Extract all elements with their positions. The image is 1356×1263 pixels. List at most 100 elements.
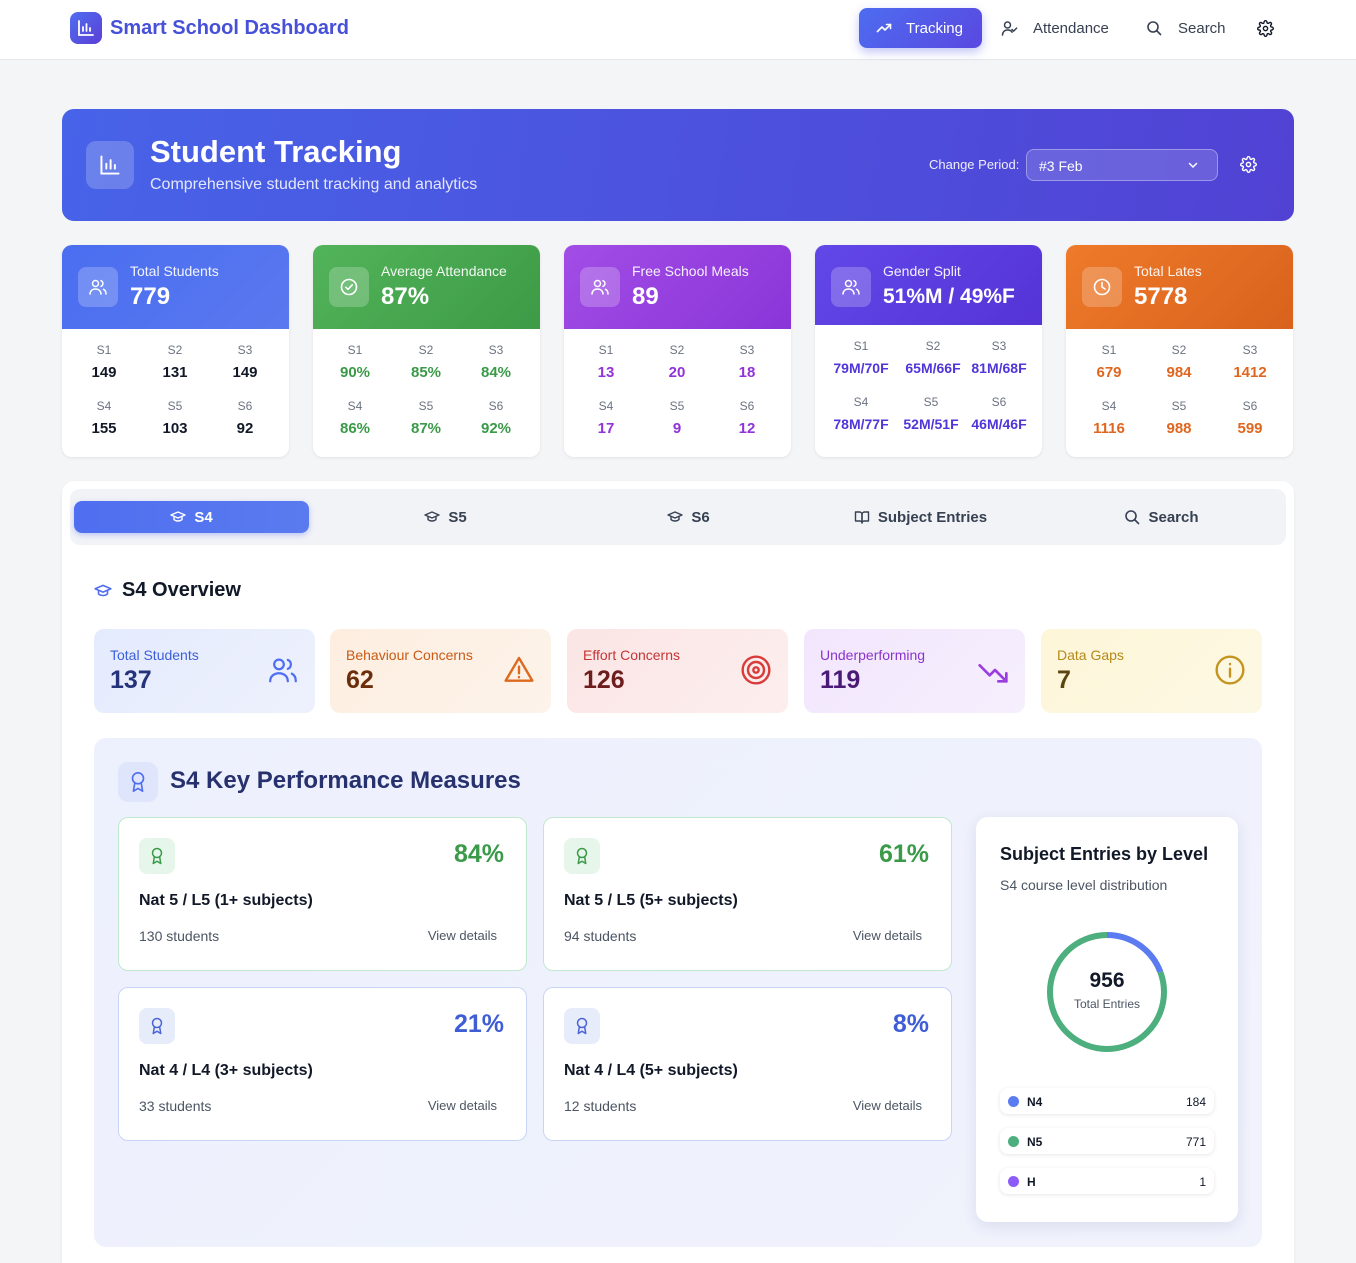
overview-card-value: 62 xyxy=(346,666,374,694)
view-details-link[interactable]: View details xyxy=(852,928,922,943)
tab-search-label: Search xyxy=(1148,508,1199,526)
brand-name: Smart School Dashboard xyxy=(110,16,349,39)
overview-card-total-students[interactable]: Total Students 137 xyxy=(94,629,315,713)
measure-card-nat5-1plus[interactable]: 84% Nat 5 / L5 (1+ subjects) 130 student… xyxy=(118,817,527,971)
nav-attendance[interactable]: Attendance xyxy=(1001,8,1116,48)
year-cell-s1: S1 679 xyxy=(1096,343,1122,381)
tab-s4-label: S4 xyxy=(194,508,213,526)
measure-percentage: 21% xyxy=(453,1010,504,1038)
view-details-link[interactable]: View details xyxy=(852,1098,922,1113)
measure-card-nat4-3plus[interactable]: 21% Nat 4 / L4 (3+ subjects) 33 students… xyxy=(118,987,527,1141)
year-cell-s4: S4 86% xyxy=(339,399,371,437)
search-icon xyxy=(1124,509,1140,525)
bar-chart-icon xyxy=(70,12,102,44)
stat-card-free-school-meals[interactable]: Free School Meals 89 S1 13 S2 20 S3 18 S4 17… xyxy=(564,245,791,457)
measure-student-count: 33 students xyxy=(139,1098,212,1114)
measure-card-nat4-5plus[interactable]: 8% Nat 4 / L4 (5+ subjects) 12 students … xyxy=(543,987,952,1141)
donut-total-value: 956 xyxy=(1089,969,1125,992)
year-cell-s3: S3 18 xyxy=(738,343,756,381)
entries-subtitle: S4 course level distribution xyxy=(1000,877,1168,893)
period-value: #3 Feb xyxy=(1039,158,1083,174)
tab-s5[interactable]: S5 xyxy=(328,501,563,533)
target-icon xyxy=(740,654,772,686)
measure-title: Nat 4 / L4 (3+ subjects) xyxy=(139,1062,313,1079)
stat-value: 89 xyxy=(632,283,659,310)
overview-title-text: S4 Overview xyxy=(122,579,241,601)
overview-title: S4 Overview xyxy=(94,579,241,602)
graduation-cap-icon xyxy=(94,582,112,600)
legend-label: H xyxy=(1027,1175,1036,1189)
settings-button[interactable] xyxy=(1257,8,1275,48)
view-details-link[interactable]: View details xyxy=(427,928,497,943)
stat-value: 5778 xyxy=(1134,283,1188,310)
tab-search[interactable]: Search xyxy=(1044,501,1279,533)
overview-card-value: 137 xyxy=(110,666,152,694)
tab-s4[interactable]: S4 xyxy=(74,501,309,533)
book-open-icon xyxy=(854,509,870,525)
legend-item-h[interactable]: H 1 xyxy=(1000,1168,1214,1194)
year-cell-s6: S6 12 xyxy=(738,399,756,437)
year-cell-s6: S6 92 xyxy=(236,399,254,437)
stat-card-average-attendance[interactable]: Average Attendance 87% S1 90% S2 85% S3 84%… xyxy=(313,245,540,457)
stat-label: Total Lates xyxy=(1134,263,1202,279)
award-icon xyxy=(564,838,600,874)
overview-card-label: Total Students xyxy=(110,647,199,663)
year-cell-s4: S4 78M/77F xyxy=(833,395,889,432)
period-select[interactable]: #3 Feb xyxy=(1026,149,1218,181)
tab-s6[interactable]: S6 xyxy=(571,501,806,533)
measure-student-count: 94 students xyxy=(564,928,637,944)
donut-total-label: Total Entries xyxy=(1073,997,1141,1011)
gear-icon xyxy=(1240,156,1257,173)
trend-up-icon xyxy=(876,20,892,36)
tab-s5-label: S5 xyxy=(448,508,467,526)
clock-icon xyxy=(1082,267,1122,307)
year-tabs: S4 S5 S6 Subject Entries Search xyxy=(70,489,1286,545)
nav-search[interactable]: Search xyxy=(1146,8,1231,48)
overview-card-value: 126 xyxy=(583,666,625,694)
user-check-icon xyxy=(1001,20,1018,37)
warning-triangle-icon xyxy=(503,654,535,686)
key-performance-title: S4 Key Performance Measures xyxy=(170,767,521,794)
nav-tracking[interactable]: Tracking xyxy=(859,8,982,48)
measure-percentage: 8% xyxy=(892,1010,929,1038)
view-details-link[interactable]: View details xyxy=(427,1098,497,1113)
legend-item-n4[interactable]: N4 184 xyxy=(1000,1088,1214,1114)
tab-subject-entries[interactable]: Subject Entries xyxy=(803,501,1038,533)
overview-card-effort-concerns[interactable]: Effort Concerns 126 xyxy=(567,629,788,713)
search-icon xyxy=(1146,20,1162,36)
bar-chart-icon xyxy=(86,141,134,189)
hero-banner: Student Tracking Comprehensive student t… xyxy=(62,109,1294,221)
entries-donut-chart xyxy=(1047,932,1167,1052)
legend-label: N5 xyxy=(1027,1135,1043,1149)
legend-item-n5[interactable]: N5 771 xyxy=(1000,1128,1214,1154)
check-circle-icon xyxy=(329,267,369,307)
award-icon xyxy=(139,1008,175,1044)
stat-value: 87% xyxy=(381,283,430,310)
overview-card-behaviour-concerns[interactable]: Behaviour Concerns 62 xyxy=(330,629,551,713)
measure-card-nat5-5plus[interactable]: 61% Nat 5 / L5 (5+ subjects) 94 students… xyxy=(543,817,952,971)
users-icon xyxy=(831,267,871,307)
page-subtitle: Comprehensive student tracking and analy… xyxy=(150,176,478,193)
brand[interactable]: Smart School Dashboard xyxy=(70,12,349,44)
stat-card-gender-split[interactable]: Gender Split 51%M / 49%F S1 79M/70F S2 65M… xyxy=(815,245,1042,457)
year-cell-s4: S4 17 xyxy=(597,399,615,437)
graduation-cap-icon xyxy=(424,509,441,525)
year-cell-s4: S4 155 xyxy=(91,399,117,437)
users-icon xyxy=(267,654,299,686)
year-cell-s6: S6 92% xyxy=(480,399,512,437)
stat-value: 51%M / 49%F xyxy=(883,285,1015,308)
overview-card-data-gaps[interactable]: Data Gaps 7 xyxy=(1041,629,1262,713)
legend-dot xyxy=(1008,1136,1019,1147)
year-cell-s5: S5 988 xyxy=(1166,399,1192,437)
overview-card-label: Effort Concerns xyxy=(583,647,681,663)
overview-card-underperforming[interactable]: Underperforming 119 xyxy=(804,629,1025,713)
stat-card-total-students[interactable]: Total Students 779 S1 149 S2 131 S3 149 S4 1… xyxy=(62,245,289,457)
period-settings-button[interactable] xyxy=(1240,156,1257,173)
gear-icon xyxy=(1257,19,1274,37)
stat-card-total-lates[interactable]: Total Lates 5778 S1 679 S2 984 S3 1412 S4 11… xyxy=(1066,245,1293,457)
year-cell-s1: S1 13 xyxy=(597,343,615,381)
users-icon xyxy=(580,267,620,307)
stat-label: Gender Split xyxy=(883,263,961,279)
award-icon xyxy=(118,762,158,802)
donut-segment-n5[interactable] xyxy=(1047,932,1167,1052)
